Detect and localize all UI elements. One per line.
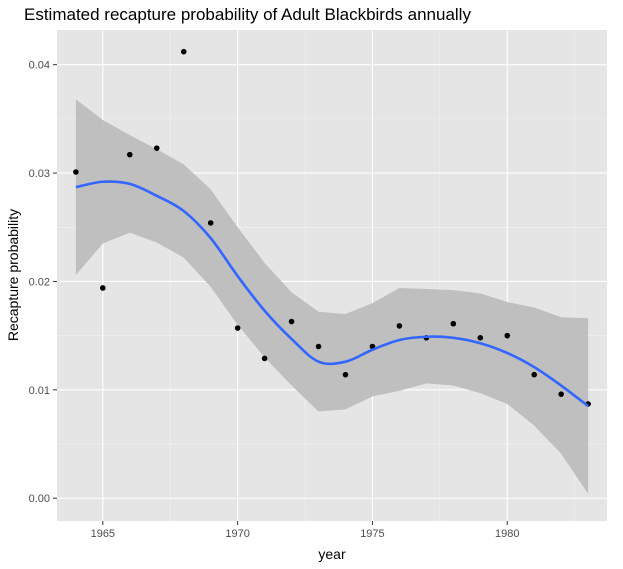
smooth-line xyxy=(75,180,589,408)
data-point xyxy=(450,320,457,327)
data-point xyxy=(315,343,322,350)
data-point xyxy=(504,332,511,339)
plot-panel xyxy=(57,30,607,521)
data-point xyxy=(126,151,133,158)
data-point xyxy=(531,371,538,378)
y-tick-label: 0.00 xyxy=(29,493,50,505)
data-point xyxy=(234,325,241,331)
data-point xyxy=(153,145,160,151)
confidence-ribbon-layer xyxy=(75,99,589,494)
data-point xyxy=(261,355,268,362)
smooth-line-layer xyxy=(75,180,589,408)
y-tick-label: 0.03 xyxy=(29,168,50,180)
chart-title: Estimated recapture probability of Adult… xyxy=(24,5,471,24)
data-point xyxy=(207,220,214,226)
y-axis-title: Recapture probability xyxy=(5,209,21,341)
data-point xyxy=(342,371,349,378)
points-layer xyxy=(73,48,591,407)
x-tick-label: 1970 xyxy=(225,528,249,540)
x-tick-label: 1975 xyxy=(360,528,384,540)
x-axis: 1965 1970 1975 1980 xyxy=(91,521,519,540)
data-point xyxy=(288,318,295,325)
x-tick-label: 1980 xyxy=(495,528,519,540)
data-point xyxy=(100,285,106,291)
data-point xyxy=(396,323,403,329)
data-point xyxy=(73,169,79,175)
data-point xyxy=(180,48,187,55)
data-point xyxy=(477,335,484,341)
data-point xyxy=(558,391,564,397)
confidence-ribbon xyxy=(75,99,589,494)
x-axis-title: year xyxy=(318,546,346,562)
x-tick-label: 1965 xyxy=(91,528,115,540)
y-axis: 0.00 0.01 0.02 0.03 0.04 xyxy=(29,60,57,505)
y-tick-label: 0.01 xyxy=(29,385,50,397)
y-tick-label: 0.02 xyxy=(29,276,50,288)
y-tick-label: 0.04 xyxy=(29,60,50,72)
